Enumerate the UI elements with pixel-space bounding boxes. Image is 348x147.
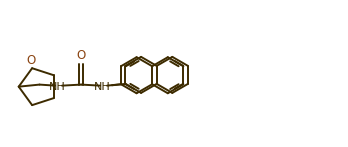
Text: O: O <box>77 49 86 62</box>
Text: O: O <box>27 54 36 67</box>
Text: NH: NH <box>94 82 111 92</box>
Text: NH: NH <box>49 82 66 92</box>
